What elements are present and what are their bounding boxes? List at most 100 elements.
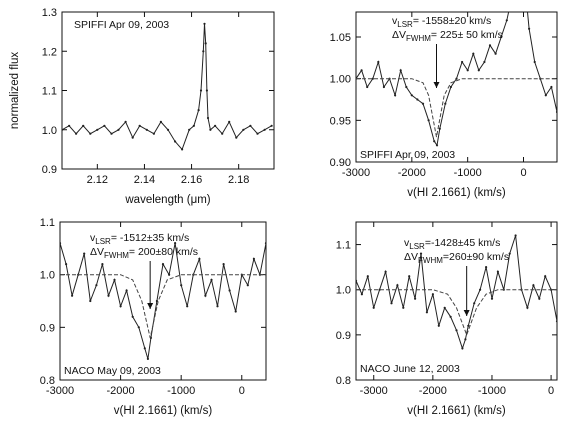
data-point (205, 89, 208, 92)
data-point (214, 124, 217, 127)
x-tick-label: -3000 (360, 385, 388, 397)
data-point (526, 306, 529, 309)
data-point (181, 148, 184, 151)
arrow-head (147, 303, 154, 309)
data-point (166, 128, 170, 131)
data-point (174, 242, 177, 245)
data-point (131, 136, 134, 139)
y-tick-label: 1.0 (42, 125, 57, 137)
x-tick-label: 2.14 (134, 174, 155, 186)
x-tick-label: -2000 (398, 167, 426, 179)
data-point (234, 310, 237, 313)
data-point (62, 128, 64, 131)
data-point (143, 347, 146, 350)
data-point (71, 294, 74, 297)
data-point (68, 124, 71, 127)
data-point (467, 324, 470, 327)
data-point (421, 102, 425, 105)
data-point (377, 60, 380, 64)
data-point (528, 27, 531, 30)
data-point (384, 270, 387, 273)
data-point (125, 289, 128, 292)
data-point (431, 293, 434, 296)
data-point (186, 305, 189, 308)
data-point (479, 288, 482, 291)
x-tick-label: -1000 (454, 167, 482, 179)
fit-line (356, 289, 557, 337)
data-point (461, 60, 464, 64)
data-point (168, 273, 171, 276)
data-point (444, 102, 447, 105)
data-point (433, 140, 436, 143)
data-point (437, 324, 440, 327)
spectrum-line (60, 242, 266, 360)
y-tick-label: 1.1 (42, 86, 57, 98)
data-point (505, 19, 508, 22)
data-point (252, 257, 255, 260)
data-point (83, 252, 86, 255)
data-point (119, 305, 122, 308)
data-point (103, 124, 106, 127)
data-point (199, 89, 203, 92)
y-tick-label: 1.3 (42, 7, 57, 19)
data-point (209, 128, 212, 131)
fwhm-label: ΔVFWHM= 200±80 km/s (90, 246, 198, 260)
data-point (197, 109, 200, 112)
x-tick-label: -1000 (478, 385, 506, 397)
fwhm-label: ΔVFWHM= 225± 50 km/s (392, 29, 503, 43)
data-point (228, 120, 231, 123)
data-point (538, 297, 541, 300)
data-point (533, 60, 536, 64)
data-point (483, 60, 486, 64)
y-tick-label: 1.00 (330, 74, 351, 86)
data-point (394, 94, 397, 97)
data-point (138, 124, 141, 127)
y-tick-label: 0.95 (330, 115, 351, 127)
y-tick-label: 1.0 (40, 270, 55, 282)
x-tick-label: 0 (520, 167, 526, 179)
data-point (410, 94, 413, 97)
instrument-date-label: NACO June 12, 2003 (360, 363, 460, 375)
x-tick-label: 0 (239, 385, 245, 397)
data-point (425, 311, 428, 314)
x-tick-label: 2.18 (228, 174, 249, 186)
data-point (89, 299, 92, 303)
data-point (449, 85, 452, 89)
data-point (366, 275, 369, 278)
data-point (496, 270, 499, 273)
y-tick-label: 0.9 (42, 164, 57, 176)
spectrum-line (356, 235, 557, 350)
data-point (198, 257, 201, 260)
data-point (146, 357, 149, 360)
data-point (249, 124, 252, 127)
data-point (378, 288, 381, 291)
instrument-date-label: SPIFFI Apr 09, 2003 (74, 19, 169, 31)
data-point (152, 132, 155, 135)
y-tick-label: 0.8 (40, 375, 55, 387)
spectrum-line (356, 12, 557, 147)
data-point (202, 50, 205, 53)
data-point (161, 263, 165, 266)
data-point (488, 44, 492, 47)
data-point (544, 275, 547, 278)
y-tick-label: 0.9 (40, 322, 55, 334)
data-point (414, 297, 417, 300)
y-tick-label: 1.2 (42, 46, 57, 58)
data-point (131, 315, 134, 318)
data-point (222, 263, 225, 266)
data-point (188, 128, 191, 131)
plot-frame (59, 221, 267, 381)
panel-naco-may: -3000 -2000 -1000 0 0.8 0.9 1.0 1.1 v(HI 2.1661)… (40, 217, 267, 417)
y-tick-label: 0.9 (336, 330, 351, 342)
data-point (477, 69, 480, 72)
data-point (82, 124, 85, 127)
data-point (246, 284, 249, 287)
data-point (490, 297, 494, 300)
x-axis-label: v(HI 2.1661) (km/s) (407, 405, 506, 417)
data-point (264, 242, 266, 245)
data-point (455, 77, 458, 80)
data-point (110, 132, 113, 135)
data-point (360, 69, 363, 72)
data-point (204, 42, 207, 45)
arrow-head (463, 310, 470, 316)
